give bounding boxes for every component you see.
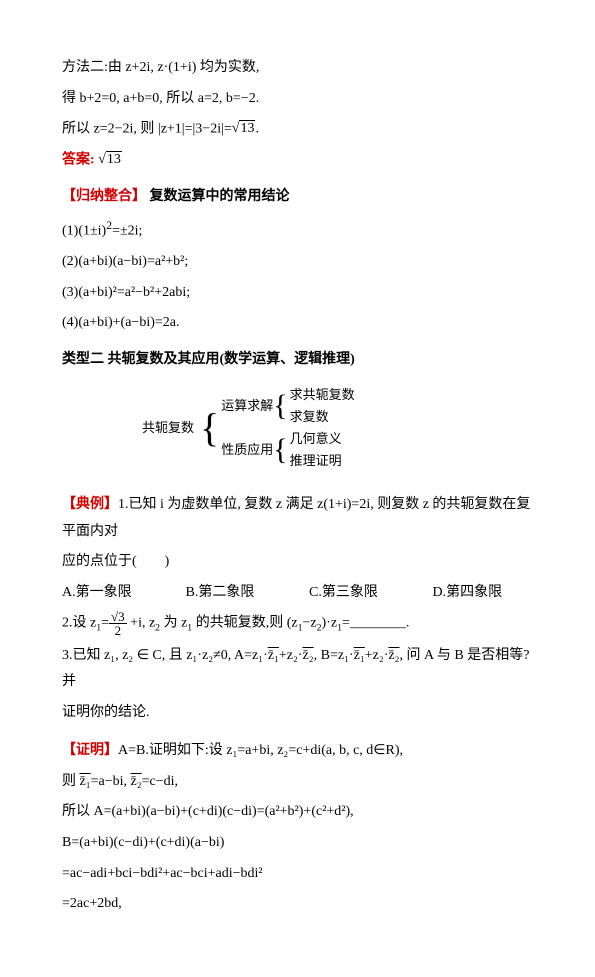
z-bar: z̄₁ <box>354 648 365 663</box>
proof-label: 【证明】 <box>62 743 118 758</box>
example-2: 2.设 z1=√32 +i, z2 为 z1 的共轭复数,则 (z1−z2)·z… <box>62 610 533 638</box>
text: 所以 z=2−2i, 则 |z+1|=|3−2i|= <box>62 122 232 137</box>
options-row: A.第一象限 B.第二象限 C.第三象限 D.第四象限 <box>62 580 533 607</box>
tree-leaf: 求复数 <box>290 406 355 428</box>
proof-line: 所以 A=(a+bi)(a−bi)+(c+di)(c−di)=(a²+b²)+(… <box>62 799 533 826</box>
example-1-cont: 应的点位于( ) <box>62 549 533 576</box>
tree-leaf: 推理证明 <box>290 450 342 472</box>
proof-line: B=(a+bi)(c−di)+(c+di)(a−bi) <box>62 830 533 857</box>
z-bar: z̄₁ <box>80 774 91 789</box>
section-heading: 【归纳整合】 复数运算中的常用结论 <box>62 184 533 211</box>
z-bar: z̄₁ <box>268 648 279 663</box>
tree-root: 共轭复数 <box>142 417 194 439</box>
proof-line: =2ac+2bd, <box>62 891 533 918</box>
brace-icon: { <box>273 393 287 419</box>
conclusion-1: (1)(1±i)2=±2i; <box>62 215 533 245</box>
text: . <box>255 122 259 137</box>
tree-node: 性质应用 <box>221 439 273 461</box>
proof-heading: 【证明】A=B.证明如下:设 z₁=a+bi, z₂=c+di(a, b, c,… <box>62 738 533 765</box>
type-title: 类型二 共轭复数及其应用(数学运算、逻辑推理) <box>62 347 533 374</box>
proof-line: 则 z̄₁=a−bi, z̄₂=c−di, <box>62 769 533 796</box>
conclusion-4: (4)(a+bi)+(a−bi)=2a. <box>62 310 533 337</box>
answer-line: 答案: √13 <box>62 147 533 174</box>
solution-line-2: 得 b+2=0, a+b=0, 所以 a=2, b=−2. <box>62 86 533 113</box>
fraction: √32 <box>109 610 127 637</box>
z-bar: z̄₂ <box>131 774 142 789</box>
tree-leaf: 求共轭复数 <box>290 384 355 406</box>
answer-label: 答案: <box>62 153 95 168</box>
conclusion-3: (3)(a+bi)²=a²−b²+2abi; <box>62 280 533 307</box>
option-d: D.第四象限 <box>433 580 503 607</box>
example-3: 3.已知 z₁, z₂ ∈ C, 且 z₁·z₂≠0, A=z₁·z̄₁+z₂·… <box>62 643 533 696</box>
tree-node: 运算求解 <box>221 395 273 417</box>
option-b: B.第二象限 <box>186 580 306 607</box>
section-title: 复数运算中的常用结论 <box>150 189 290 204</box>
brace-icon: { <box>273 437 287 463</box>
brace-icon: { <box>200 412 219 444</box>
sqrt-icon: √13 <box>98 147 122 174</box>
z-bar: z̄₂ <box>388 648 399 663</box>
example-label: 【典例】 <box>62 497 118 512</box>
proof-line: =ac−adi+bci−bdi²+ac−bci+adi−bdi² <box>62 861 533 888</box>
tree-leaf: 几何意义 <box>290 428 342 450</box>
sqrt-icon: √13 <box>232 116 256 143</box>
option-a: A.第一象限 <box>62 580 182 607</box>
example-1: 【典例】1.已知 i 为虚数单位, 复数 z 满足 z(1+i)=2i, 则复数… <box>62 492 533 545</box>
concept-tree: 共轭复数 { 运算求解 { 求共轭复数 求复数 性质应用 { 几何意义 推理证 <box>142 384 533 472</box>
z-bar: z̄₂ <box>303 648 314 663</box>
example-3-cont: 证明你的结论. <box>62 700 533 727</box>
solution-line-1: 方法二:由 z+2i, z·(1+i) 均为实数, <box>62 55 533 82</box>
option-c: C.第三象限 <box>309 580 429 607</box>
solution-line-3: 所以 z=2−2i, 则 |z+1|=|3−2i|=√13. <box>62 116 533 143</box>
section-tag: 【归纳整合】 <box>62 189 146 204</box>
conclusion-2: (2)(a+bi)(a−bi)=a²+b²; <box>62 249 533 276</box>
